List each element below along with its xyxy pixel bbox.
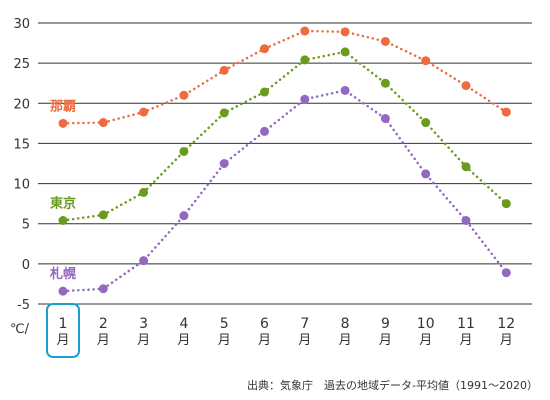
- x-tick-label: 1: [59, 316, 68, 332]
- x-tick-label: 8: [341, 316, 350, 332]
- data-point: [98, 118, 108, 128]
- data-point: [421, 169, 431, 179]
- data-point: [501, 199, 511, 209]
- data-point: [421, 118, 431, 128]
- x-tick-unit: 月: [56, 333, 69, 348]
- series-1: 那覇: [50, 26, 511, 128]
- data-point: [300, 26, 310, 36]
- data-point: [461, 216, 471, 226]
- series-label: 那覇: [50, 99, 76, 114]
- x-tick-label: 2: [99, 316, 108, 332]
- data-point: [179, 211, 189, 221]
- data-point: [179, 90, 189, 100]
- x-tick-label: 9: [381, 316, 390, 332]
- y-tick-label: -5: [17, 298, 30, 313]
- data-point: [340, 27, 350, 37]
- data-point: [340, 47, 350, 57]
- data-point: [260, 87, 269, 97]
- x-tick-unit: 月: [97, 333, 110, 348]
- series-label: 東京: [50, 196, 76, 212]
- y-tick-label: 0: [22, 258, 30, 273]
- data-point: [58, 118, 68, 128]
- y-tick-label: 20: [13, 97, 30, 112]
- data-point: [501, 268, 511, 278]
- data-point: [139, 187, 149, 197]
- x-tick-label: 3: [139, 316, 148, 332]
- data-point: [461, 81, 471, 91]
- data-point: [179, 146, 189, 156]
- data-point: [421, 56, 431, 66]
- x-tick-unit: 月: [298, 333, 311, 348]
- series-line: [61, 50, 508, 222]
- y-tick-label: 25: [13, 57, 30, 72]
- data-point: [340, 85, 350, 95]
- data-point: [98, 284, 108, 294]
- x-tick-unit: 月: [419, 333, 432, 348]
- x-tick-unit: 月: [258, 333, 271, 348]
- data-point: [58, 286, 68, 296]
- x-tick-label: 11: [457, 316, 475, 332]
- unit-label: ℃/: [10, 322, 30, 337]
- x-tick-unit: 月: [177, 333, 190, 348]
- x-tick-unit: 月: [459, 333, 472, 348]
- data-point: [260, 44, 269, 54]
- x-tick-unit: 月: [339, 333, 352, 348]
- series-line: [61, 89, 508, 293]
- x-tick-unit: 月: [379, 333, 392, 348]
- y-tick-label: 10: [13, 178, 30, 193]
- y-tick-label: 5: [22, 218, 30, 233]
- x-tick-label: 6: [260, 316, 269, 332]
- selected-month-highlight: [46, 303, 80, 358]
- series-2: 東京: [50, 47, 511, 226]
- x-tick-unit: 月: [218, 333, 231, 348]
- data-point: [501, 107, 511, 117]
- data-point: [139, 107, 149, 117]
- data-point: [139, 256, 149, 266]
- y-tick-label: 30: [13, 17, 30, 32]
- series-line: [61, 29, 508, 125]
- data-point: [380, 36, 390, 46]
- series-3: 札幌: [49, 85, 511, 296]
- data-point: [219, 159, 229, 168]
- grid-lines: [38, 22, 532, 305]
- x-tick-label: 5: [220, 316, 229, 332]
- data-point: [98, 210, 108, 220]
- x-tick-label: 10: [417, 316, 435, 332]
- data-point: [461, 162, 471, 172]
- x-tick-label: 12: [497, 316, 515, 332]
- data-point: [380, 114, 390, 124]
- y-axis: 30 25 20 15 10 5 0 -5: [13, 17, 30, 313]
- x-tick-unit: 月: [137, 333, 150, 348]
- data-point: [300, 94, 310, 104]
- data-point: [380, 78, 390, 88]
- data-point: [58, 216, 68, 226]
- x-tick-unit: 月: [500, 333, 513, 348]
- data-point: [260, 126, 269, 136]
- y-tick-label: 15: [13, 137, 30, 152]
- x-tick-label: 4: [179, 316, 188, 332]
- data-point: [300, 55, 310, 65]
- series-label: 札幌: [49, 266, 76, 282]
- data-point: [219, 108, 229, 118]
- source-note: 出典：気象庁 過去の地域データ-平均値（1991〜2020）: [247, 379, 538, 392]
- x-tick-label: 7: [300, 316, 309, 332]
- data-point: [219, 65, 229, 75]
